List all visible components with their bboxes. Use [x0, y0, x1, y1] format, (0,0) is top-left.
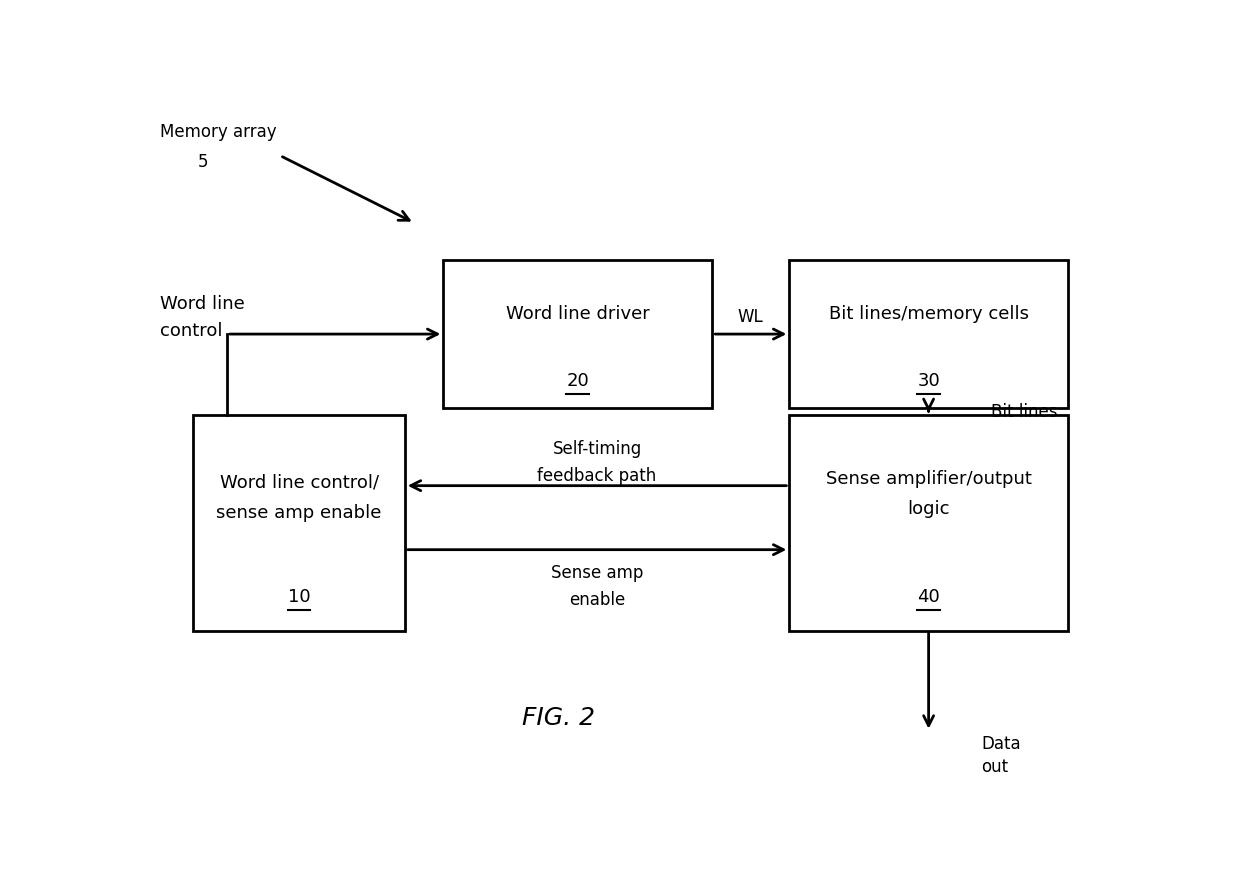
- Text: Sense amp: Sense amp: [551, 564, 644, 582]
- Text: Bit lines: Bit lines: [991, 402, 1058, 421]
- Text: Word line: Word line: [160, 295, 244, 312]
- Bar: [193, 415, 404, 631]
- Text: Word line driver: Word line driver: [506, 304, 650, 323]
- Text: 10: 10: [288, 588, 310, 605]
- Text: control: control: [160, 322, 222, 340]
- Text: Data: Data: [982, 735, 1021, 752]
- Text: sense amp enable: sense amp enable: [217, 504, 382, 522]
- Text: logic: logic: [908, 500, 950, 518]
- Bar: [789, 260, 1068, 408]
- Text: enable: enable: [569, 592, 625, 609]
- Text: out: out: [982, 758, 1008, 775]
- Bar: [789, 415, 1068, 631]
- Text: Word line control/: Word line control/: [219, 473, 378, 491]
- Text: feedback path: feedback path: [537, 466, 657, 485]
- Text: Memory array: Memory array: [160, 123, 277, 141]
- Text: WL: WL: [738, 308, 764, 326]
- Text: FIG. 2: FIG. 2: [522, 706, 595, 730]
- Text: Self-timing: Self-timing: [553, 439, 641, 458]
- Text: 40: 40: [918, 588, 940, 605]
- Text: 5: 5: [198, 153, 208, 172]
- Bar: [444, 260, 713, 408]
- Text: Bit lines/memory cells: Bit lines/memory cells: [828, 304, 1029, 323]
- Text: 20: 20: [567, 372, 589, 390]
- Text: Sense amplifier/output: Sense amplifier/output: [826, 470, 1032, 488]
- Text: 30: 30: [918, 372, 940, 390]
